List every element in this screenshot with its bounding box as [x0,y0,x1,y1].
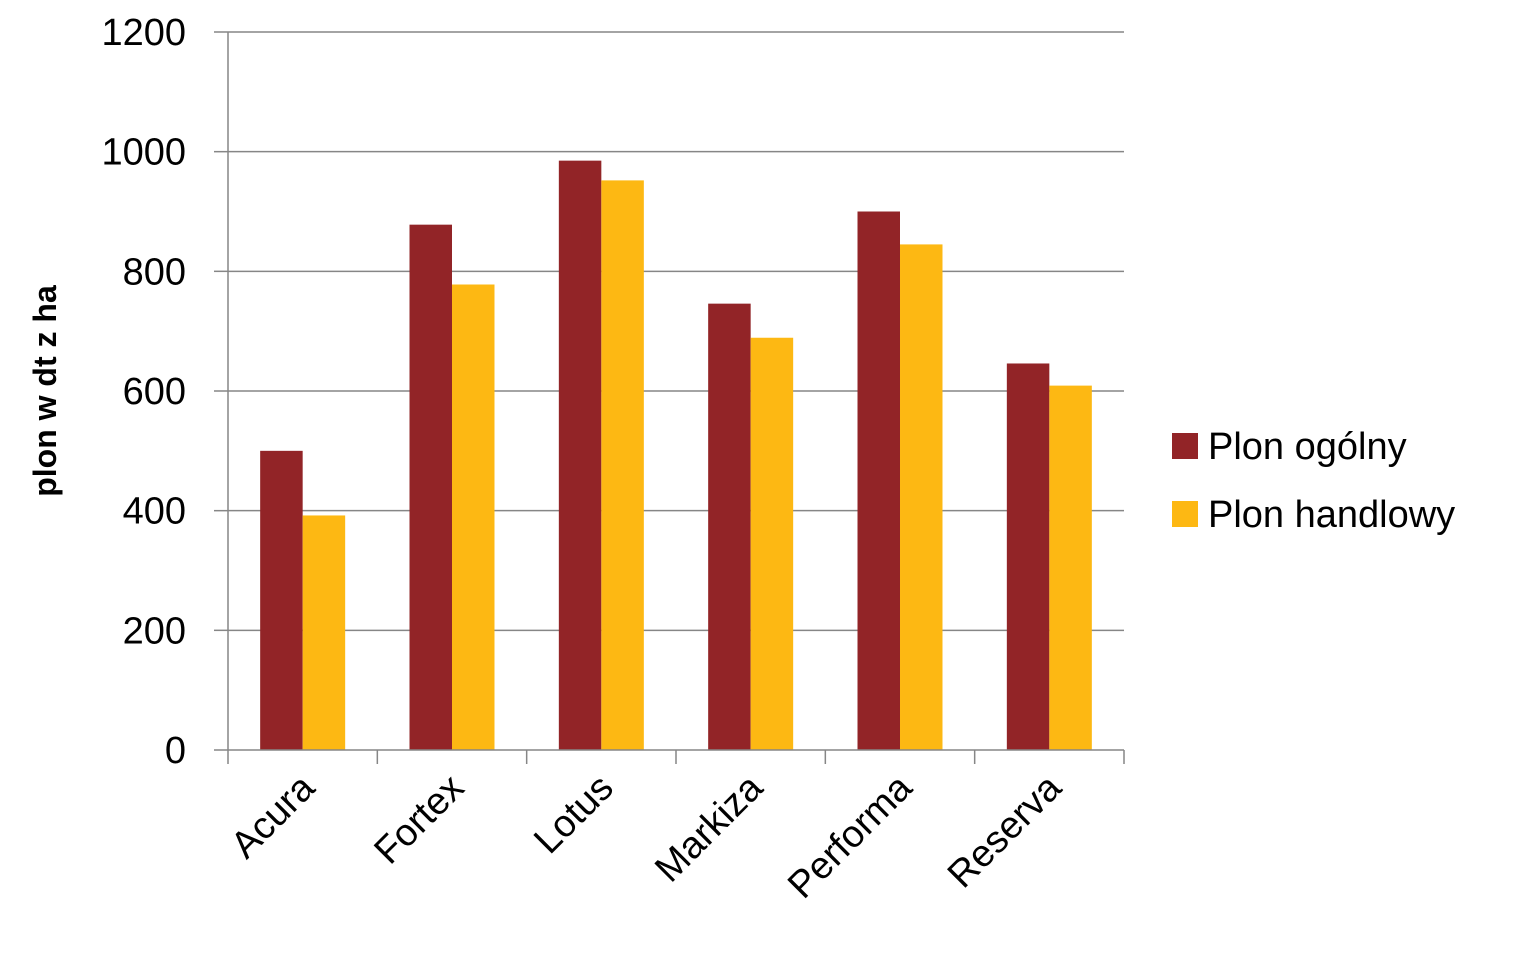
y-tick-label: 400 [123,491,186,533]
bar [260,451,303,750]
gridlines [214,32,1124,764]
legend-swatch [1172,501,1198,527]
x-tick-label: Performa [780,766,921,907]
y-tick-label: 1200 [101,12,186,54]
y-axis-title: plon w dt z ha [27,285,63,497]
bar [410,225,453,750]
legend-swatch [1172,433,1198,459]
x-tick-labels: Acura Fortex Lotus Markiza Performa Reserva [223,766,1070,907]
y-tick-label: 200 [123,610,186,652]
bar [1007,363,1049,750]
bar [452,284,495,750]
bar [303,515,346,750]
x-tick-label: Markiza [647,766,771,890]
y-tick-label: 1000 [101,132,186,174]
y-tick-labels: 0 200 400 600 800 1000 1200 [101,12,186,772]
x-tick-label: Lotus [526,767,621,862]
bar [601,180,644,750]
x-tick-label: Reserva [940,766,1070,896]
y-tick-label: 0 [165,730,186,772]
bar [858,212,901,751]
bar [751,338,794,750]
bar [708,304,751,750]
bars [260,161,1092,750]
y-tick-label: 600 [123,371,186,413]
x-tick-label: Fortex [367,767,473,873]
legend-label: Plon ogólny [1208,426,1407,468]
x-tick-label: Acura [223,766,324,867]
legend-label: Plon handlowy [1208,494,1455,536]
bar [559,161,602,750]
bar [900,244,943,750]
y-tick-label: 800 [123,251,186,293]
bar [1049,386,1092,750]
legend: Plon ogólny Plon handlowy [1172,426,1455,536]
